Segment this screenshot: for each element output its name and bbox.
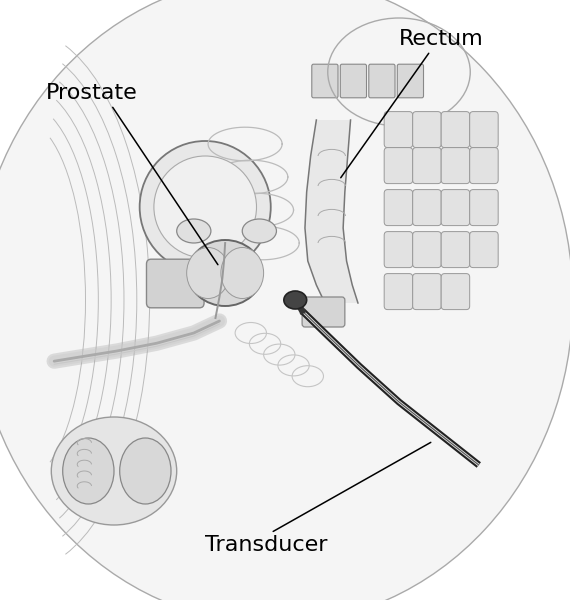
FancyBboxPatch shape — [384, 148, 413, 184]
FancyBboxPatch shape — [413, 112, 441, 148]
FancyBboxPatch shape — [413, 274, 441, 310]
FancyBboxPatch shape — [369, 64, 395, 98]
FancyBboxPatch shape — [413, 232, 441, 268]
FancyBboxPatch shape — [413, 190, 441, 226]
Ellipse shape — [140, 141, 271, 273]
FancyBboxPatch shape — [470, 148, 498, 184]
FancyBboxPatch shape — [470, 112, 498, 148]
Ellipse shape — [186, 247, 229, 298]
FancyBboxPatch shape — [441, 112, 470, 148]
FancyBboxPatch shape — [413, 148, 441, 184]
FancyBboxPatch shape — [470, 232, 498, 268]
Ellipse shape — [188, 240, 262, 306]
Text: Prostate: Prostate — [46, 83, 137, 103]
FancyBboxPatch shape — [441, 232, 470, 268]
FancyBboxPatch shape — [441, 274, 470, 310]
FancyBboxPatch shape — [146, 259, 204, 308]
FancyBboxPatch shape — [384, 190, 413, 226]
Ellipse shape — [120, 438, 171, 504]
Ellipse shape — [221, 247, 263, 298]
FancyBboxPatch shape — [384, 232, 413, 268]
Ellipse shape — [51, 417, 177, 525]
FancyBboxPatch shape — [397, 64, 424, 98]
FancyBboxPatch shape — [441, 148, 470, 184]
Ellipse shape — [177, 219, 211, 243]
FancyBboxPatch shape — [470, 190, 498, 226]
FancyBboxPatch shape — [384, 112, 413, 148]
Ellipse shape — [63, 438, 114, 504]
FancyBboxPatch shape — [312, 64, 338, 98]
FancyBboxPatch shape — [340, 64, 367, 98]
FancyBboxPatch shape — [441, 190, 470, 226]
Ellipse shape — [284, 291, 307, 309]
Polygon shape — [305, 120, 358, 303]
Text: Transducer: Transducer — [205, 535, 328, 555]
FancyBboxPatch shape — [302, 297, 345, 327]
Ellipse shape — [154, 156, 256, 258]
Text: Rectum: Rectum — [399, 29, 484, 49]
Ellipse shape — [242, 219, 276, 243]
FancyBboxPatch shape — [384, 274, 413, 310]
